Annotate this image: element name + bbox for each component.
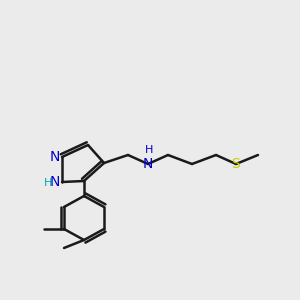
Text: H: H [145,145,153,155]
Text: H: H [44,178,52,188]
Text: N: N [50,150,60,164]
Text: S: S [232,157,240,171]
Text: N: N [143,157,153,171]
Text: N: N [50,175,60,189]
